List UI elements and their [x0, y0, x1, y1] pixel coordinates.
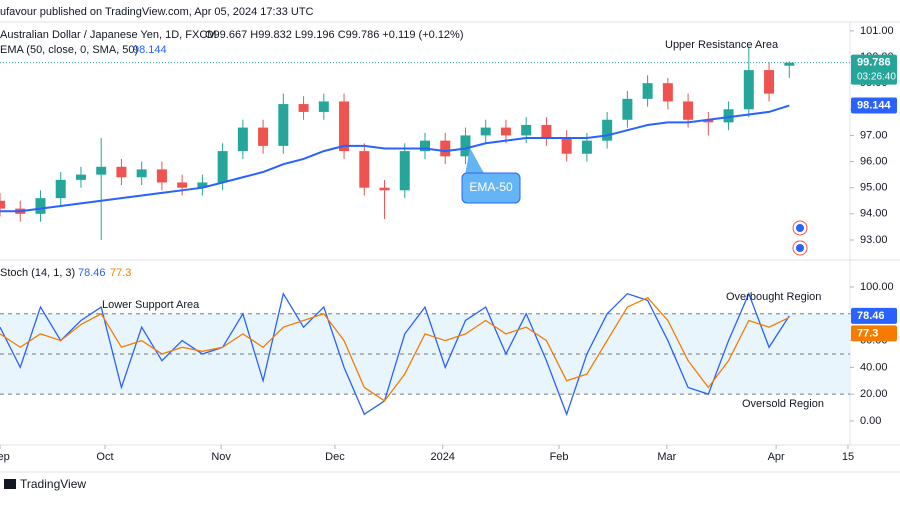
candle-body	[177, 182, 188, 188]
candle-body	[561, 138, 572, 154]
y-tick-label: 95.00	[860, 182, 888, 194]
ema-badge-bg	[851, 97, 897, 114]
price-badge: 99.786	[857, 57, 891, 69]
candle-body	[278, 104, 289, 146]
candle-body	[75, 174, 86, 180]
icon	[796, 244, 804, 252]
callout-box	[461, 172, 521, 204]
y-tick-label: 94.00	[860, 208, 888, 220]
annotation: Lower Support Area	[102, 299, 200, 311]
y-tick-label: 97.00	[860, 129, 888, 141]
candle-body	[35, 198, 46, 214]
candle-body	[339, 101, 350, 152]
x-tick-label: 2024	[430, 451, 454, 463]
candle-body	[480, 127, 491, 136]
candle-body	[197, 182, 208, 188]
x-tick-label: Nov	[211, 451, 231, 463]
x-tick-label: Oct	[96, 451, 113, 463]
callout	[465, 148, 485, 175]
candle-body	[521, 124, 532, 136]
candle-body	[683, 101, 694, 120]
candle-body	[55, 179, 66, 199]
price-badge-timer: 03:26:40	[857, 71, 896, 82]
candle-body	[420, 140, 430, 152]
k-badge: 78.46	[857, 310, 885, 322]
candle-body	[136, 169, 147, 178]
candle-body	[602, 119, 613, 141]
header: ufavour published on TradingView.com, Ap…	[0, 6, 314, 18]
stoch-line	[0, 291, 790, 417]
candle-body	[622, 98, 633, 120]
candle-body	[460, 135, 471, 157]
x-tick-label: Feb	[550, 451, 569, 463]
candle-body	[96, 166, 107, 175]
symbol-title: Australian Dollar / Japanese Yen, 1D, FX…	[0, 29, 216, 41]
ema-legend: EMA (50, close, 0, SMA, 50)	[0, 44, 138, 56]
candle-body	[379, 187, 390, 191]
candle-body	[581, 140, 592, 154]
y-tick-label: 101.00	[860, 25, 894, 37]
stoch-d-value: 77.3	[110, 267, 131, 279]
candle-body	[743, 70, 754, 110]
candle-body	[318, 101, 329, 112]
x-tick-label: 15	[842, 451, 854, 463]
candle-body	[116, 166, 127, 178]
candle-body	[0, 200, 5, 209]
annotation: Oversold Region	[742, 398, 824, 410]
stoch-line	[0, 296, 790, 402]
annotation: Overbought Region	[726, 291, 821, 303]
y-tick-label: 20.00	[860, 388, 888, 400]
annotation: EMA-50	[469, 180, 513, 194]
candle-body	[440, 140, 451, 157]
candle-body	[217, 151, 228, 183]
annotation: Upper Resistance Area	[665, 39, 779, 51]
candle-body	[662, 83, 673, 102]
ohlc: O99.667 H99.832 L99.196 C99.786 +0.119 (…	[205, 29, 464, 41]
stoch-k-value: 78.46	[78, 267, 106, 279]
icon	[796, 224, 804, 232]
price-badge-bg	[851, 54, 897, 85]
y-tick-label: 93.00	[860, 234, 888, 246]
ema-legend-value: 98.144	[133, 44, 167, 56]
x-tick-label: Mar	[657, 451, 676, 463]
candle-body	[784, 62, 795, 66]
ema-line	[0, 104, 790, 213]
x-tick-label: Apr	[768, 451, 785, 463]
candle-body	[723, 109, 734, 123]
y-tick-label: 0.00	[860, 415, 881, 427]
candle-body	[399, 151, 410, 191]
stoch-legend: Stoch (14, 1, 3)	[0, 267, 75, 279]
logo	[4, 479, 16, 489]
candle-body	[359, 151, 370, 188]
candle-body	[764, 70, 775, 94]
k-badge-bg	[851, 307, 897, 324]
candle-body	[156, 169, 167, 183]
candle-body	[703, 119, 714, 123]
d-badge-bg	[851, 325, 897, 342]
y-tick-label: 96.00	[860, 155, 888, 167]
candle-body	[642, 83, 653, 99]
candle-body	[500, 127, 511, 136]
ema-badge: 98.144	[857, 99, 892, 111]
candle-body	[258, 127, 269, 146]
y-tick-label: 40.00	[860, 361, 888, 373]
y-tick-label: 100.00	[860, 281, 894, 293]
x-tick-label: Dec	[325, 451, 345, 463]
x-tick-label: Sep	[0, 451, 10, 463]
brand: TradingView	[20, 477, 86, 491]
candle-body	[541, 124, 552, 139]
d-badge: 77.3	[857, 327, 878, 339]
candle-body	[237, 127, 248, 152]
candle-body	[298, 104, 309, 112]
